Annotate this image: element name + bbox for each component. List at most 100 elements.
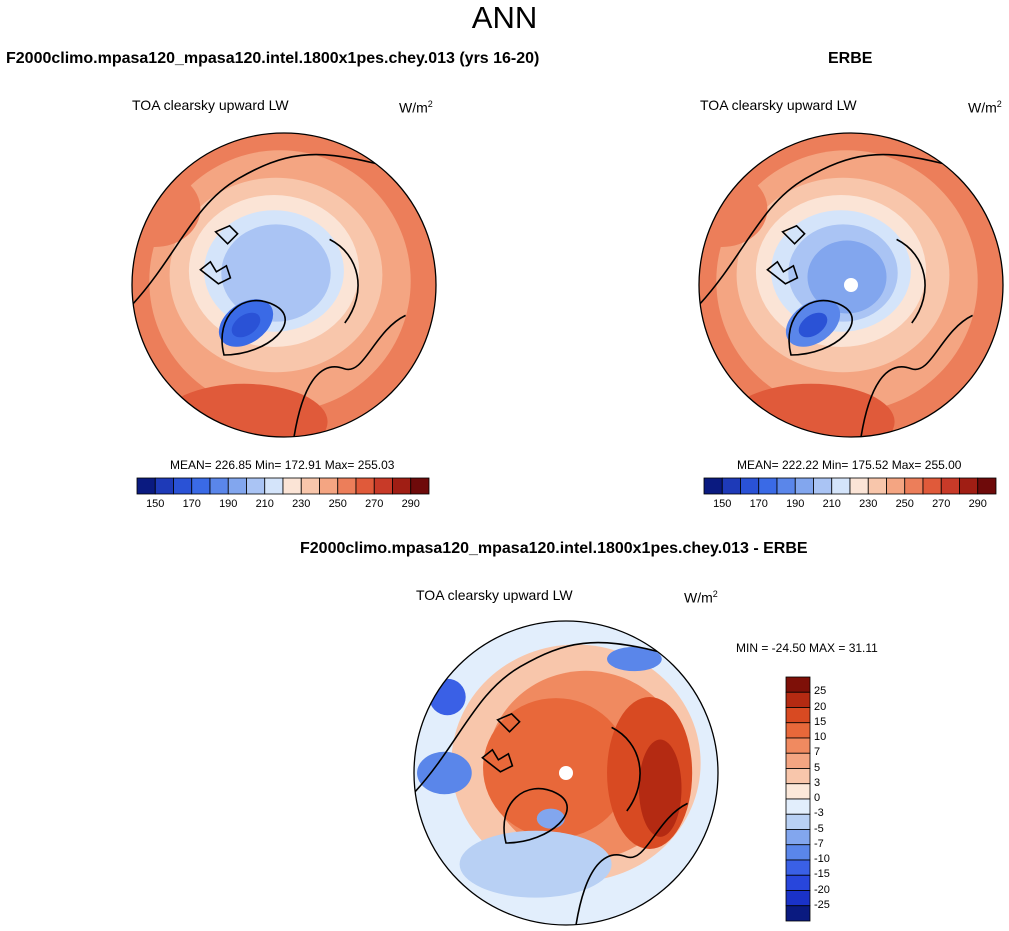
stats-model: MEAN= 226.85 Min= 172.91 Max= 255.03 [170, 458, 395, 472]
coastline-4 [481, 748, 514, 773]
colorbar-tick-label: 190 [786, 498, 805, 510]
field-band-200-210 [221, 224, 331, 322]
coastlines [414, 641, 688, 925]
colorbar-swatch-6 [785, 768, 811, 785]
colorbar-tick-label: 170 [182, 498, 201, 510]
units-label-diff: W/m2 [684, 589, 718, 606]
field-cool-patch-north [607, 646, 662, 672]
coastline-5 [214, 224, 239, 245]
variable-label-diff: TOA clearsky upward LW [416, 587, 573, 603]
field-band-10-15 [483, 698, 629, 838]
coastline-3 [611, 726, 641, 812]
colorbar-swatch-4 [785, 737, 811, 754]
colorbar-tick-label: -25 [814, 898, 830, 911]
colorbar-tick-label: 0 [814, 792, 821, 804]
colorbar-swatch-14 [785, 890, 811, 907]
colorbar-swatch-2 [785, 707, 811, 724]
coastline-0 [699, 153, 943, 306]
stats-diff: MIN = -24.50 MAX = 31.11 [736, 641, 878, 655]
colorbar-tick-label: 10 [814, 731, 827, 743]
colorbar-swatch-1 [785, 691, 811, 708]
colorbar-tick-label: 25 [814, 685, 827, 698]
colorbar-swatch-0 [785, 676, 811, 693]
map-outline [698, 132, 1004, 438]
stats-obs: MEAN= 222.22 Min= 175.52 Max= 255.00 [737, 458, 962, 472]
colorbar-tick-label: 170 [749, 498, 768, 510]
colorbar-tick-label: 210 [822, 498, 841, 510]
coastlines [699, 153, 973, 437]
panel-title-model: F2000climo.mpasa120_mpasa120.intel.1800x… [6, 50, 540, 67]
colorbar-tick-label: 270 [932, 498, 951, 510]
colorbar-tick-label: 20 [814, 700, 827, 713]
colorbar-swatch-15 [410, 477, 430, 495]
colorbar-tick-label: 150 [713, 498, 732, 510]
units-label-model: W/m2 [399, 99, 433, 116]
colorbar-swatch-10 [785, 829, 811, 846]
panel-title-obs: ERBE [828, 50, 873, 67]
field-band-190-200 [807, 240, 887, 314]
colorbar-tick-label: 5 [814, 761, 821, 774]
colorbar-swatch-5 [785, 752, 811, 769]
colorbar-swatch-12 [785, 859, 811, 876]
colorbar-swatch-15 [785, 905, 811, 922]
colorbar-tick-label: 150 [146, 498, 165, 510]
coastline-3 [896, 238, 926, 324]
coastline-1 [503, 787, 568, 844]
colorbar-swatch-7 [785, 783, 811, 800]
map-outline [131, 132, 437, 438]
colorbar-tick-label: -20 [814, 883, 830, 896]
colorbar-swatch-9 [785, 813, 811, 830]
colorbar-tick-label: 3 [814, 776, 821, 789]
colorbar-tick-label: 290 [968, 498, 987, 510]
field-greenland-core [798, 312, 828, 338]
colorbar-tick-label: -15 [814, 868, 830, 881]
coastline-0 [132, 153, 376, 306]
coastline-0 [414, 641, 658, 794]
field-pole-hole [844, 278, 858, 292]
coastline-4 [199, 260, 232, 285]
panel-title-diff: F2000climo.mpasa120_mpasa120.intel.1800x… [300, 540, 808, 557]
colorbar-tick-label: 290 [401, 498, 420, 510]
coastline-2 [293, 314, 406, 437]
page-title: ANN [471, 0, 538, 35]
coastline-1 [221, 299, 286, 356]
colorbar-swatch-13 [785, 874, 811, 891]
field-cool-patch-south [459, 830, 612, 898]
coastline-4 [766, 260, 799, 285]
coastline-2 [860, 314, 973, 437]
field-greenland-core [231, 312, 261, 338]
coastline-2 [575, 802, 688, 925]
map-outline [413, 620, 719, 926]
colorbar-tick-label: 7 [814, 746, 821, 759]
coastline-3 [329, 238, 359, 324]
colorbar-tick-label: 230 [292, 498, 311, 510]
coastline-1 [788, 299, 853, 356]
colorbar-swatch-3 [785, 722, 811, 739]
colorbar-tick-label: -5 [814, 822, 824, 835]
field-cool-patch-center [536, 808, 565, 829]
colorbar-tick-label: 250 [328, 498, 347, 510]
colorbar-tick-label: 250 [895, 498, 914, 510]
coastline-5 [781, 224, 806, 245]
coastline-5 [496, 712, 521, 733]
colorbar-tick-label: 190 [219, 498, 238, 510]
colorbar-tick-label: -3 [814, 807, 824, 820]
colorbar-tick-label: 270 [365, 498, 384, 510]
coastlines [132, 153, 406, 437]
colorbar-swatch-11 [785, 844, 811, 861]
variable-label-model: TOA clearsky upward LW [132, 97, 289, 113]
colorbar-tick-label: -10 [814, 853, 830, 865]
colorbar-tick-label: 15 [814, 715, 827, 728]
field-warm-patch-south [727, 383, 895, 437]
field-cool-patch-west [417, 751, 472, 795]
colorbar-tick-label: 210 [255, 498, 274, 510]
field-pole-hole [559, 766, 573, 780]
field-band-20-25 [638, 739, 682, 837]
variable-label-obs: TOA clearsky upward LW [700, 97, 857, 113]
